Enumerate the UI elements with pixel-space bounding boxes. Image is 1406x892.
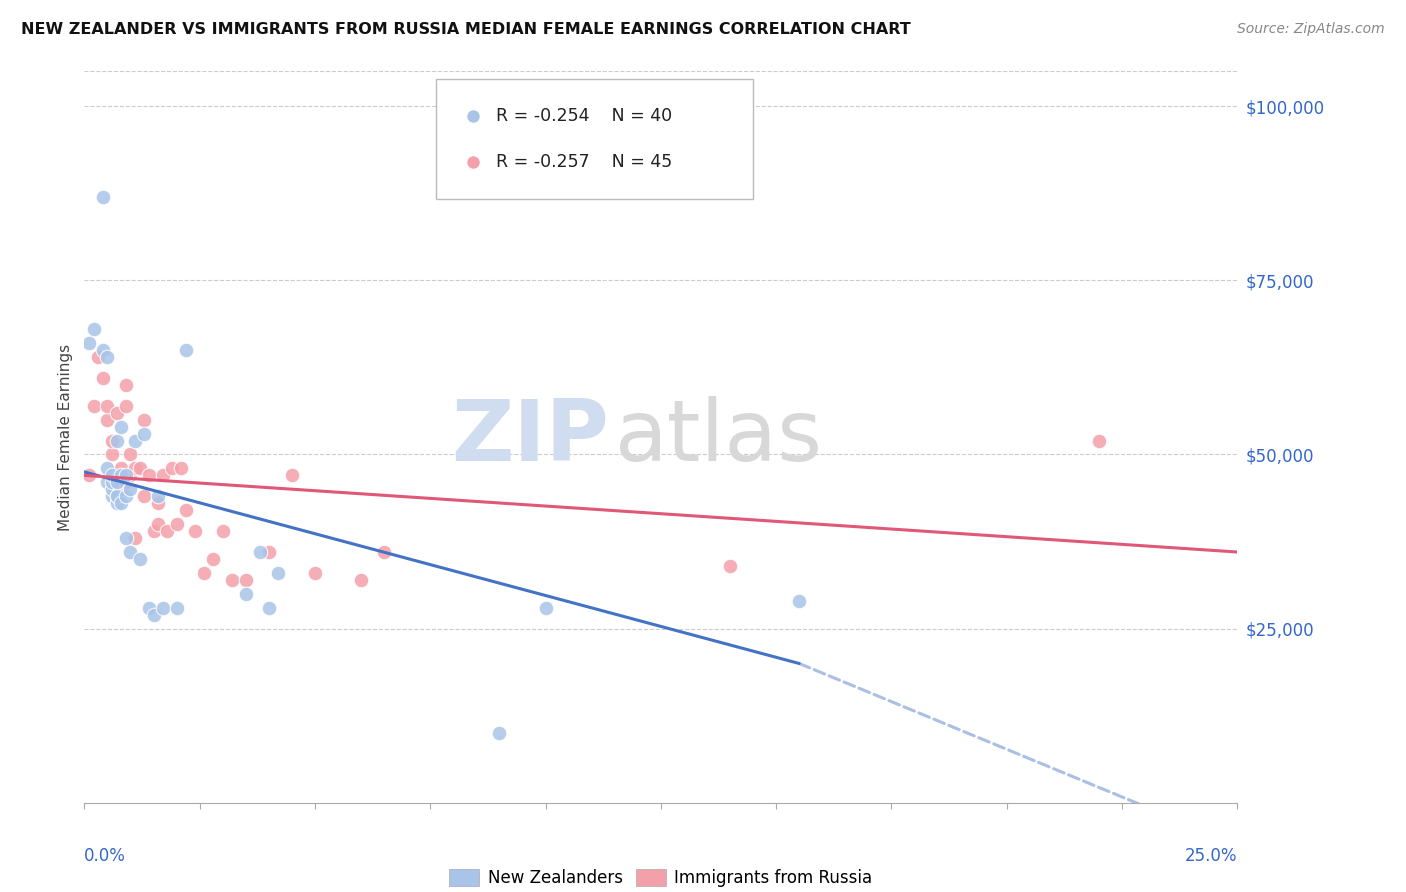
Y-axis label: Median Female Earnings: Median Female Earnings — [58, 343, 73, 531]
Point — [304, 566, 326, 580]
Point — [128, 552, 150, 566]
Point — [142, 607, 165, 622]
Point — [138, 600, 160, 615]
Point — [96, 399, 118, 413]
Point — [101, 468, 124, 483]
Point — [257, 600, 280, 615]
Point — [105, 496, 128, 510]
Point — [110, 419, 132, 434]
Text: R = -0.257    N = 45: R = -0.257 N = 45 — [496, 153, 672, 171]
Point — [281, 468, 304, 483]
Point — [110, 461, 132, 475]
Point — [83, 399, 105, 413]
Point — [174, 503, 197, 517]
Point — [134, 412, 156, 426]
Point — [221, 573, 243, 587]
Point — [110, 483, 132, 497]
Point — [96, 412, 118, 426]
Point — [170, 461, 193, 475]
Point — [91, 190, 114, 204]
Point — [142, 524, 165, 538]
Text: atlas: atlas — [614, 395, 823, 479]
Point — [96, 461, 118, 475]
Point — [1088, 434, 1111, 448]
Point — [138, 468, 160, 483]
Point — [101, 448, 124, 462]
Point — [235, 587, 257, 601]
Point — [249, 545, 271, 559]
Point — [152, 600, 174, 615]
Text: NEW ZEALANDER VS IMMIGRANTS FROM RUSSIA MEDIAN FEMALE EARNINGS CORRELATION CHART: NEW ZEALANDER VS IMMIGRANTS FROM RUSSIA … — [21, 22, 911, 37]
Point — [110, 496, 132, 510]
Point — [105, 434, 128, 448]
Point — [115, 377, 138, 392]
Point — [174, 343, 197, 357]
Point — [134, 489, 156, 503]
Point — [152, 468, 174, 483]
Point — [101, 483, 124, 497]
Point — [146, 517, 169, 532]
Point — [124, 461, 146, 475]
Point — [184, 524, 207, 538]
Point — [101, 475, 124, 490]
Point — [211, 524, 233, 538]
Point — [96, 350, 118, 364]
Point — [120, 483, 142, 497]
Point — [105, 475, 128, 490]
Point — [257, 545, 280, 559]
FancyBboxPatch shape — [436, 78, 754, 200]
Point — [105, 489, 128, 503]
Point — [124, 434, 146, 448]
Point — [787, 594, 810, 608]
Point — [373, 545, 395, 559]
Text: ZIP: ZIP — [451, 395, 609, 479]
Point — [77, 336, 100, 351]
Point — [77, 468, 100, 483]
Point — [101, 489, 124, 503]
Point — [115, 475, 138, 490]
Point — [166, 600, 188, 615]
Point — [124, 531, 146, 545]
Text: R = -0.254    N = 40: R = -0.254 N = 40 — [496, 107, 672, 125]
Point — [91, 343, 114, 357]
Point — [718, 558, 741, 573]
Point — [128, 461, 150, 475]
Point — [83, 322, 105, 336]
Point — [134, 426, 156, 441]
Point — [156, 524, 179, 538]
Point — [120, 448, 142, 462]
Point — [350, 573, 373, 587]
Point — [115, 489, 138, 503]
Point — [534, 600, 557, 615]
Text: Source: ZipAtlas.com: Source: ZipAtlas.com — [1237, 22, 1385, 37]
Point — [120, 545, 142, 559]
Legend: New Zealanders, Immigrants from Russia: New Zealanders, Immigrants from Russia — [443, 863, 879, 892]
Point — [202, 552, 225, 566]
Point — [91, 371, 114, 385]
Point — [115, 399, 138, 413]
Point — [115, 468, 138, 483]
Point — [146, 496, 169, 510]
Point — [267, 566, 290, 580]
Point — [105, 489, 128, 503]
Point — [110, 468, 132, 483]
Point — [488, 726, 510, 740]
Point — [120, 468, 142, 483]
Text: 25.0%: 25.0% — [1185, 847, 1237, 864]
Point — [105, 406, 128, 420]
Point — [101, 434, 124, 448]
Point — [96, 475, 118, 490]
Point — [87, 350, 110, 364]
Point — [166, 517, 188, 532]
Point — [105, 489, 128, 503]
Point — [115, 531, 138, 545]
Point — [146, 489, 169, 503]
Point — [193, 566, 215, 580]
Point — [160, 461, 183, 475]
Text: 0.0%: 0.0% — [84, 847, 127, 864]
Point — [235, 573, 257, 587]
